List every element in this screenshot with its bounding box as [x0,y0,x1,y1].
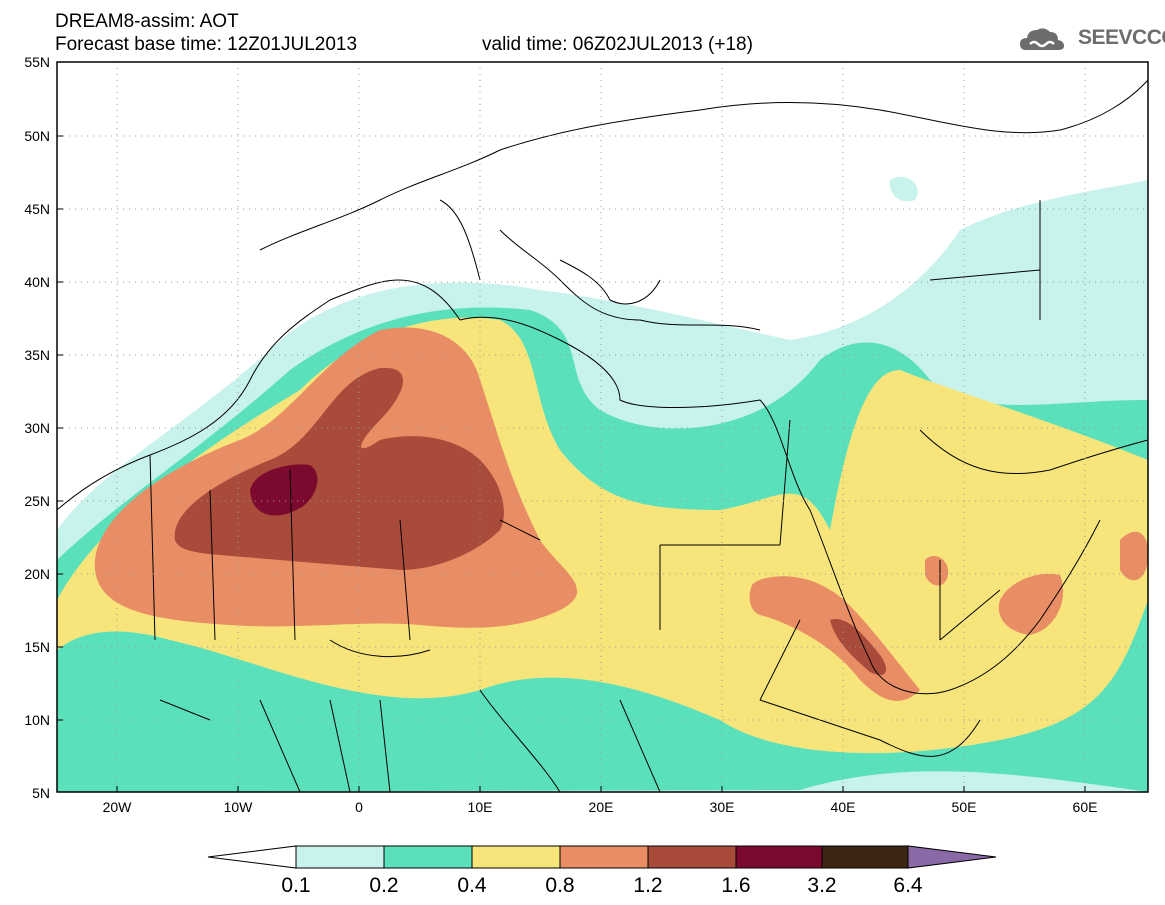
map-title: DREAM8-assim: AOT [55,11,239,32]
lon-tick-label: 20E [589,799,614,815]
lon-tick-label: 10W [224,799,254,815]
map-frame [56,61,1149,793]
country-borders [57,79,1148,792]
lat-tick-label: 50N [24,128,50,144]
lat-tick-label: 35N [24,347,50,363]
lon-tick-label: 50E [952,799,977,815]
cloud-icon [1020,28,1064,50]
lon-tick-label: 60E [1073,799,1098,815]
valid-time: valid time: 06Z02JUL2013 (+18) [482,34,753,55]
logo-text: SEEVCCC [1078,26,1165,49]
lat-tick-label: 55N [24,54,50,70]
lat-tick-label: 5N [32,785,50,801]
lat-axis: 55N 50N 45N 40N 35N 30N 25N 20N 15N 10N … [24,54,50,801]
lat-tick-label: 20N [24,566,50,582]
lon-tick-label: 40E [831,799,856,815]
lat-tick-label: 30N [24,420,50,436]
lon-tick-label: 10E [468,799,493,815]
lon-axis: 20W 10W 0 10E 20E 30E 40E 50E 60E [103,799,1098,815]
lon-tick-label: 20W [103,799,133,815]
lon-tick-label: 30E [710,799,735,815]
lat-tick-label: 25N [24,493,50,509]
lat-tick-label: 45N [24,201,50,217]
lon-tick-label: 0 [355,799,363,815]
lat-tick-label: 10N [24,712,50,728]
lat-tick-label: 40N [24,274,50,290]
forecast-base-time: Forecast base time: 12Z01JUL2013 [55,34,358,55]
lat-tick-label: 15N [24,639,50,655]
aot-level-1-2 [174,367,504,570]
aot-level-1-6 [250,464,318,516]
tick-marks [57,61,1086,792]
